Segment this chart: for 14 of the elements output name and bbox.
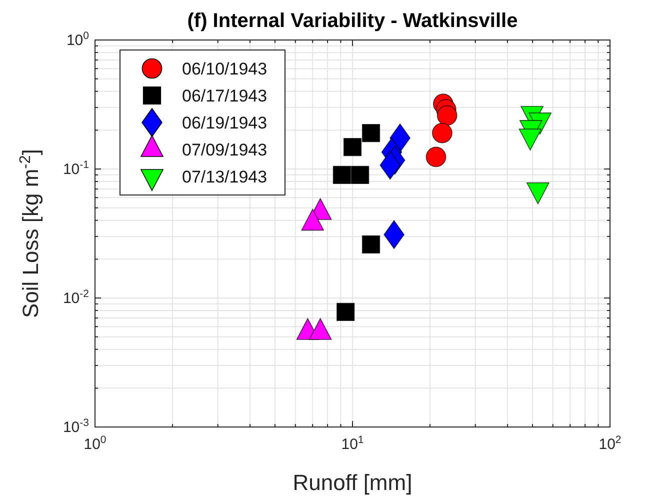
chart-title: (f) Internal Variability - Watkinsville	[187, 10, 518, 32]
x-tick-label: 10$^{2}$	[598, 434, 622, 453]
legend-label: 06/17/1943	[182, 86, 268, 106]
y-tick-label: 10$^{-2}$	[62, 288, 90, 307]
x-tick-label: 10$^{1}$	[341, 434, 364, 453]
legend-label: 06/10/1943	[182, 60, 268, 78]
legend-label: 07/13/1943	[182, 168, 268, 186]
y-tick-label: 10$^{-3}$	[62, 417, 90, 436]
y-tick-label: 10$^{-1}$	[62, 159, 90, 178]
x-tick-label: 10$^{0}$	[84, 434, 106, 453]
y-tick-label: 10$^{0}$	[66, 30, 90, 49]
legend-label: 06/19/1943	[182, 114, 268, 132]
x-axis-title: Runoff [mm]	[292, 470, 412, 495]
legend-label: 07/09/1943	[182, 140, 268, 160]
